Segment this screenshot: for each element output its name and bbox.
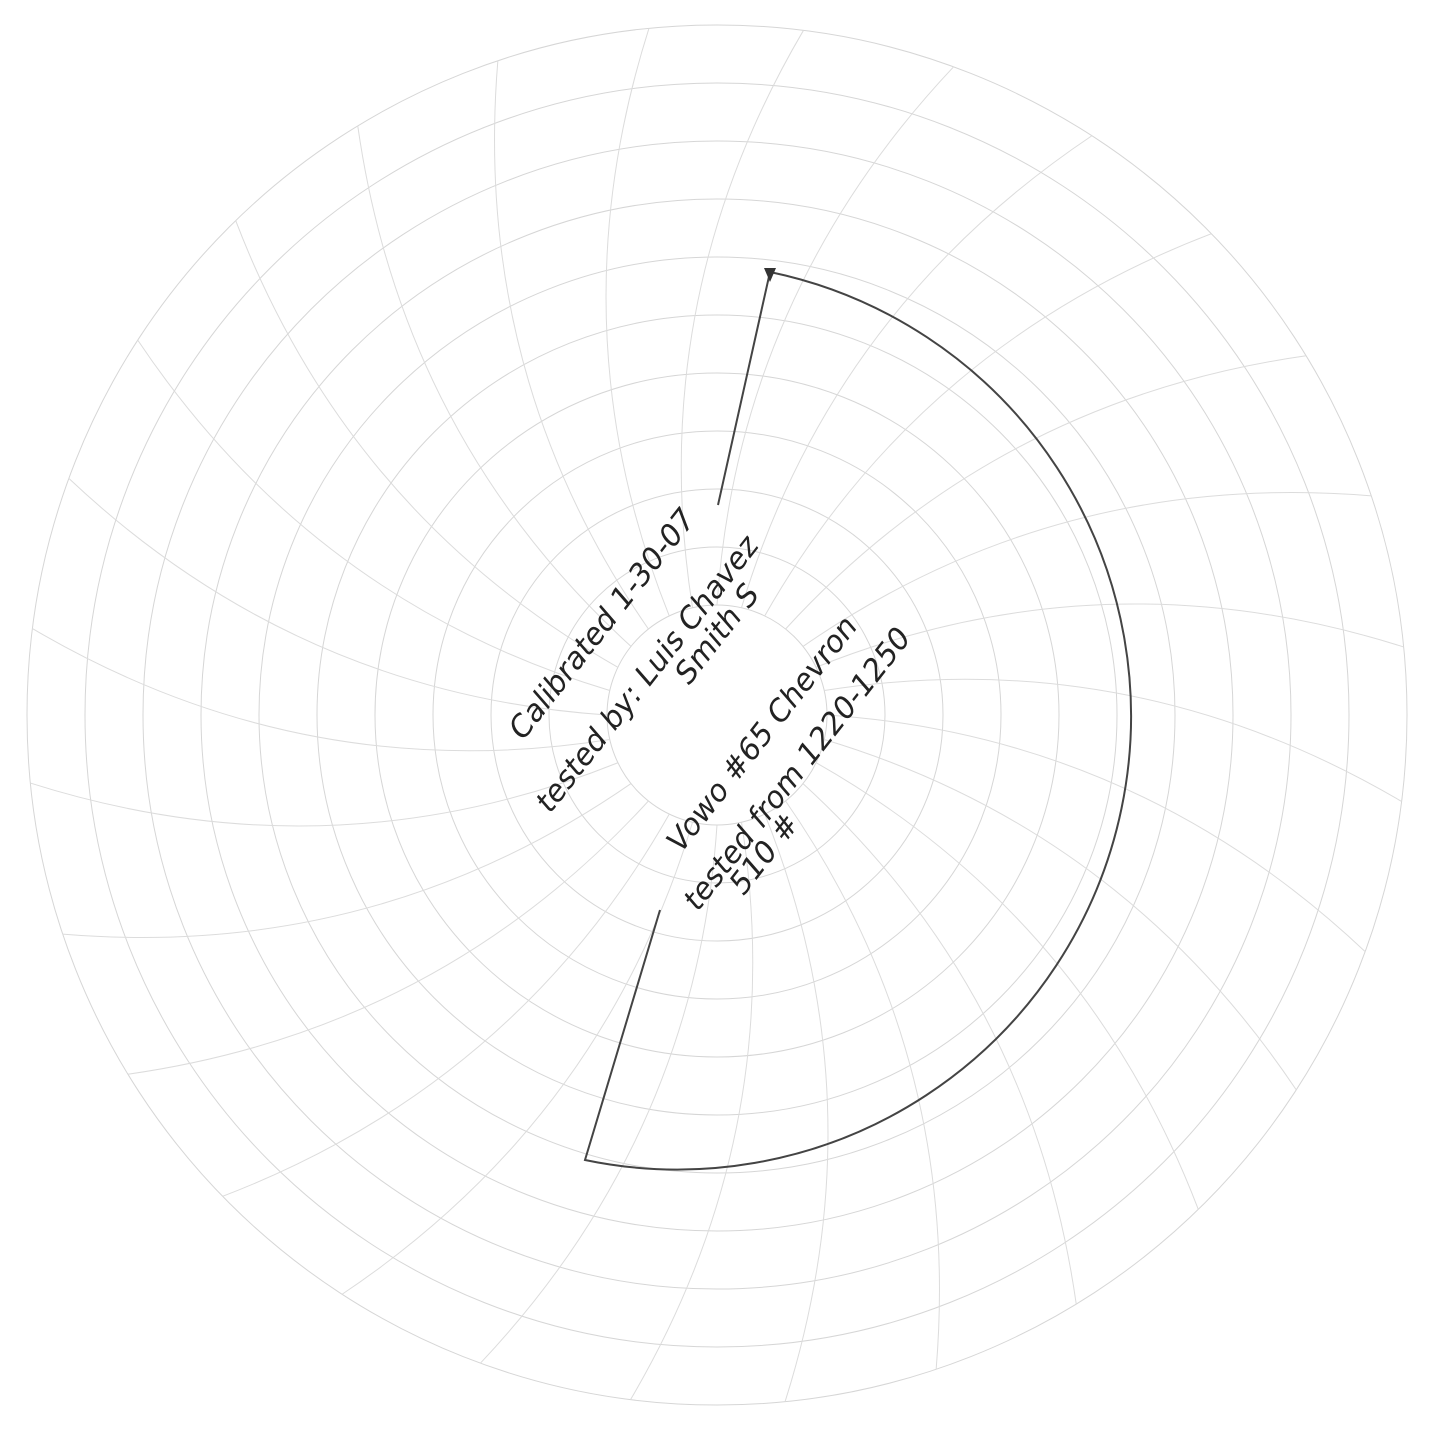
ring	[142, 140, 1292, 1290]
time-arc	[802, 783, 1077, 1305]
time-arc	[32, 628, 610, 752]
ring	[432, 430, 1002, 1000]
time-arc	[235, 220, 619, 668]
time-arc	[68, 478, 608, 716]
time-arc	[785, 800, 940, 1370]
time-arc	[716, 66, 954, 606]
time-arc	[764, 233, 1212, 617]
time-arc	[62, 783, 632, 938]
time-arc	[222, 813, 670, 1197]
time-arc	[764, 813, 829, 1402]
ring	[548, 546, 886, 884]
time-arc	[815, 762, 1199, 1210]
ring	[200, 198, 1234, 1232]
time-arc	[740, 135, 1093, 608]
time-arc	[802, 492, 1372, 647]
time-arc	[30, 762, 619, 827]
ring	[316, 314, 1118, 1116]
paper-grid	[26, 24, 1408, 1406]
time-arc	[137, 339, 610, 692]
time-arc	[815, 603, 1404, 668]
ring	[26, 24, 1408, 1406]
pen-trace	[583, 271, 1133, 1171]
time-arc	[494, 60, 649, 630]
time-arc	[341, 822, 694, 1295]
time-arc	[826, 714, 1366, 952]
time-arc	[824, 678, 1402, 802]
ring	[490, 488, 944, 942]
time-arc	[824, 738, 1297, 1091]
time-arc	[127, 800, 649, 1075]
time-arc	[357, 125, 632, 647]
pen-mark	[764, 268, 776, 282]
ring	[258, 256, 1176, 1174]
time-arc	[680, 30, 804, 608]
time-arc	[480, 824, 718, 1364]
time-arc	[785, 355, 1307, 630]
ring	[374, 372, 1060, 1058]
ring	[84, 82, 1350, 1348]
time-arc	[605, 28, 670, 617]
time-arc	[630, 822, 754, 1400]
